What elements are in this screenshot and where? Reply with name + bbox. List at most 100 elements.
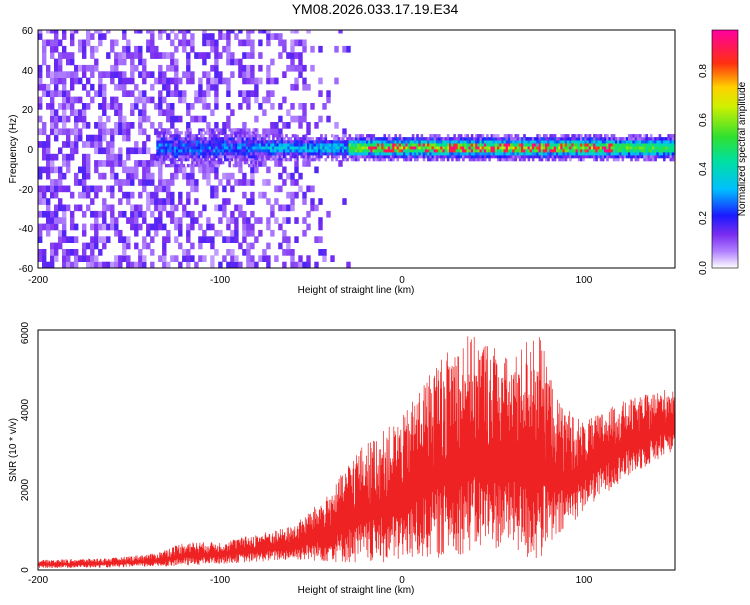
spectrogram-signal-cell bbox=[604, 137, 607, 141]
spectrogram-signal-cell bbox=[586, 140, 590, 144]
spectrogram-cell bbox=[50, 109, 55, 116]
spectrogram-signal-cell bbox=[580, 152, 583, 156]
x-tick-label: -200 bbox=[28, 575, 48, 586]
spectrogram-signal-cell bbox=[337, 143, 341, 147]
spectrogram-signal-cell bbox=[160, 154, 164, 159]
spectrogram-signal-cell bbox=[422, 140, 426, 144]
spectrogram-signal-cell bbox=[446, 134, 450, 138]
spectrogram-cell bbox=[118, 71, 123, 78]
spectrogram-signal-cell bbox=[171, 134, 175, 138]
spectrogram-signal-cell bbox=[444, 143, 448, 147]
spectrogram-signal-cell bbox=[608, 154, 611, 159]
spectrogram-cell bbox=[94, 30, 99, 34]
spectrogram-cell bbox=[170, 58, 175, 66]
spectrogram-signal-cell bbox=[269, 140, 273, 144]
spectrogram-signal-cell bbox=[258, 154, 262, 159]
spectrogram-signal-cell bbox=[357, 154, 360, 159]
spectrogram-cell bbox=[78, 64, 83, 72]
spectrogram-signal-cell bbox=[673, 143, 675, 147]
spectrogram-signal-cell bbox=[169, 146, 172, 150]
spectrogram-signal-cell bbox=[658, 146, 662, 150]
spectrogram-signal-cell bbox=[477, 154, 480, 159]
spectrogram-signal-cell bbox=[547, 154, 550, 159]
spectrogram-cell bbox=[170, 77, 175, 85]
spectrogram-signal-cell bbox=[339, 152, 343, 156]
spectrogram-signal-cell bbox=[226, 157, 229, 162]
spectrogram-signal-cell bbox=[553, 152, 557, 156]
spectrogram-signal-cell bbox=[241, 146, 245, 150]
spectrogram-signal-cell bbox=[407, 143, 411, 147]
spectrogram-cell bbox=[54, 33, 59, 40]
spectrogram-signal-cell bbox=[632, 146, 635, 150]
spectrogram-signal-cell bbox=[424, 152, 428, 156]
spectrogram-cell bbox=[66, 166, 71, 174]
spectrogram-cell bbox=[50, 223, 55, 231]
spectrogram-signal-cell bbox=[606, 137, 609, 141]
spectrogram-cell bbox=[102, 210, 107, 218]
spectrogram-cell bbox=[230, 261, 235, 268]
spectrogram-signal-cell bbox=[577, 149, 581, 153]
spectrogram-cell bbox=[278, 115, 283, 123]
spectrogram-cell bbox=[246, 249, 251, 256]
spectrogram-signal-cell bbox=[186, 154, 190, 159]
spectrogram-signal-cell bbox=[195, 137, 199, 141]
spectrogram-signal-cell bbox=[536, 134, 539, 138]
spectrogram-signal-cell bbox=[549, 140, 552, 144]
spectrogram-cell bbox=[186, 255, 191, 262]
spectrogram-signal-cell bbox=[210, 143, 214, 147]
spectrogram-cell bbox=[238, 58, 243, 66]
spectrogram-signal-cell bbox=[182, 149, 186, 153]
spectrogram-cell bbox=[262, 249, 267, 256]
spectrogram-signal-cell bbox=[309, 143, 312, 147]
spectrogram-signal-cell bbox=[226, 149, 229, 153]
spectrogram-cell bbox=[266, 128, 271, 136]
spectrogram-signal-cell bbox=[189, 143, 192, 147]
spectrogram-cell bbox=[150, 30, 155, 34]
spectrogram-cell bbox=[230, 236, 235, 243]
spectrogram-signal-cell bbox=[575, 134, 579, 138]
spectrogram-signal-cell bbox=[178, 152, 181, 156]
spectrogram-signal-cell bbox=[453, 152, 456, 156]
spectrogram-cell bbox=[254, 261, 259, 268]
spectrogram-cell bbox=[234, 58, 239, 66]
spectrogram-cell bbox=[166, 103, 171, 110]
spectrogram-cell bbox=[98, 236, 103, 243]
spectrogram-signal-cell bbox=[586, 146, 590, 150]
spectrogram-signal-cell bbox=[455, 149, 459, 153]
spectrogram-signal-cell bbox=[595, 137, 598, 141]
spectrogram-signal-cell bbox=[202, 149, 205, 153]
spectrogram-signal-cell bbox=[304, 134, 308, 138]
spectrogram-cell bbox=[258, 52, 263, 59]
spectrogram-signal-cell bbox=[466, 140, 469, 144]
spectrogram-cell bbox=[174, 223, 179, 231]
spectrogram-signal-cell bbox=[418, 146, 421, 150]
spectrogram-signal-cell bbox=[405, 154, 408, 159]
spectrogram-cell bbox=[286, 122, 291, 129]
spectrogram-signal-cell bbox=[250, 152, 253, 156]
spectrogram-signal-cell bbox=[660, 146, 664, 150]
spectrogram-signal-cell bbox=[289, 137, 293, 141]
spectrogram-signal-cell bbox=[184, 157, 188, 162]
spectrogram-signal-cell bbox=[433, 154, 437, 159]
spectrogram-signal-cell bbox=[562, 154, 566, 159]
spectrogram-signal-cell bbox=[486, 143, 489, 147]
spectrogram-signal-cell bbox=[510, 154, 513, 159]
spectrogram-signal-cell bbox=[241, 143, 245, 147]
spectrogram-cell bbox=[134, 217, 139, 224]
spectrogram-cell bbox=[230, 185, 235, 193]
spectrogram-cell bbox=[166, 229, 171, 237]
spectrogram-signal-cell bbox=[429, 146, 432, 150]
spectrogram-cell bbox=[210, 166, 215, 174]
spectrogram-cell bbox=[298, 122, 303, 129]
spectrogram-cell bbox=[242, 179, 247, 186]
spectrogram-signal-cell bbox=[263, 143, 266, 147]
spectrogram-cell bbox=[54, 134, 59, 142]
spectrogram-signal-cell bbox=[379, 157, 382, 162]
spectrogram-signal-cell bbox=[636, 137, 640, 141]
spectrogram-signal-cell bbox=[385, 152, 389, 156]
spectrogram-cell bbox=[54, 39, 59, 47]
spectrogram-signal-cell bbox=[278, 140, 282, 144]
spectrogram-signal-cell bbox=[547, 143, 550, 147]
spectrogram-signal-cell bbox=[523, 140, 526, 144]
spectrogram-signal-cell bbox=[193, 137, 196, 141]
